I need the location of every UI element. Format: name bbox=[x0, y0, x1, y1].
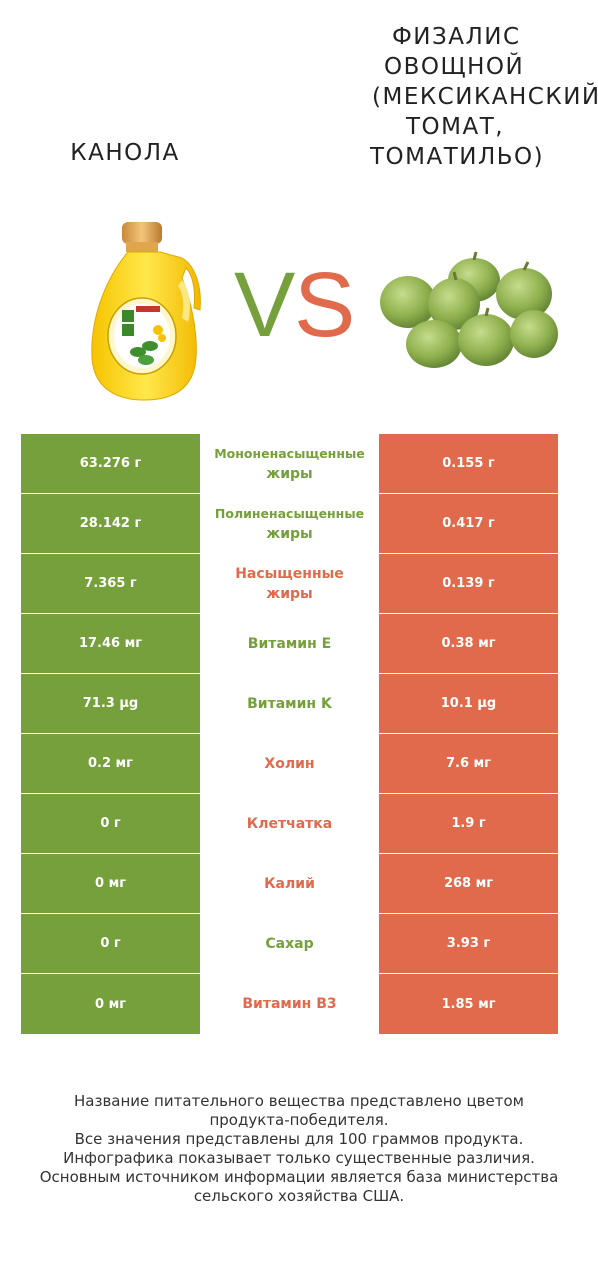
nutrient-name: Клетчатка bbox=[247, 814, 332, 834]
canola-oil-bottle-image bbox=[91, 222, 201, 401]
right-value-cell: 7.6 мг bbox=[379, 734, 558, 793]
footer-line: Инфографика показывает только существенн… bbox=[63, 1149, 535, 1167]
table-row: 0 мг Калий 268 мг bbox=[21, 854, 558, 914]
left-value-cell: 63.276 г bbox=[21, 434, 200, 493]
nutrient-name-line: жиры bbox=[266, 525, 313, 542]
left-value-cell: 0 г bbox=[21, 794, 200, 853]
right-title-line-1: ФИЗАЛИС bbox=[392, 24, 521, 50]
nutrient-name: Насыщенные жиры bbox=[235, 564, 344, 604]
nutrient-name-line: Витамин B3 bbox=[242, 995, 337, 1012]
nutrient-name-cell: Витамин B3 bbox=[200, 974, 379, 1033]
nutrient-name-line: жиры bbox=[266, 465, 313, 482]
table-row: 71.3 µg Витамин K 10.1 µg bbox=[21, 674, 558, 734]
table-row: 63.276 г Мононенасыщенные жиры 0.155 г bbox=[21, 434, 558, 494]
right-value-cell: 0.417 г bbox=[379, 494, 558, 553]
footer-line: Название питательного вещества представл… bbox=[74, 1092, 524, 1110]
right-title-line-5: ТОМАТИЛЬО) bbox=[370, 144, 545, 170]
left-value-cell: 17.46 мг bbox=[21, 614, 200, 673]
nutrient-name-line: Витамин E bbox=[247, 635, 332, 652]
nutrient-name-cell: Мононенасыщенные жиры bbox=[200, 434, 379, 493]
table-row: 7.365 г Насыщенные жиры 0.139 г bbox=[21, 554, 558, 614]
left-value-cell: 7.365 г bbox=[21, 554, 200, 613]
nutrient-name: Витамин E bbox=[248, 634, 331, 654]
table-row: 0.2 мг Холин 7.6 мг bbox=[21, 734, 558, 794]
left-value-cell: 28.142 г bbox=[21, 494, 200, 553]
left-value-cell: 0.2 мг bbox=[21, 734, 200, 793]
nutrient-name-line: Мононенасыщенные bbox=[214, 445, 365, 461]
vs-v-letter: V bbox=[234, 258, 295, 348]
nutrient-name-cell: Клетчатка bbox=[200, 794, 379, 853]
footer-line: Все значения представлены для 100 граммо… bbox=[74, 1130, 524, 1148]
table-row: 28.142 г Полиненасыщенные жиры 0.417 г bbox=[21, 494, 558, 554]
nutrient-name-cell: Витамин E bbox=[200, 614, 379, 673]
footer-notes: Название питательного вещества представл… bbox=[20, 1092, 578, 1206]
right-value-cell: 3.93 г bbox=[379, 914, 558, 973]
nutrient-name-cell: Сахар bbox=[200, 914, 379, 973]
footer-line: сельского хозяйства США. bbox=[193, 1187, 405, 1205]
right-title-line-2: ОВОЩНОЙ bbox=[384, 54, 525, 80]
comparison-table: 63.276 г Мононенасыщенные жиры 0.155 г 28.14… bbox=[21, 434, 558, 1034]
right-title-line-4: ТОМАТ, bbox=[406, 114, 505, 140]
tomatillo-image bbox=[380, 251, 558, 368]
left-value-cell: 71.3 µg bbox=[21, 674, 200, 733]
table-row: 0 г Клетчатка 1.9 г bbox=[21, 794, 558, 854]
nutrient-name-cell: Насыщенные жиры bbox=[200, 554, 379, 613]
right-value-cell: 10.1 µg bbox=[379, 674, 558, 733]
nutrient-name: Калий bbox=[264, 874, 315, 894]
right-value-cell: 0.38 мг bbox=[379, 614, 558, 673]
nutrient-name: Витамин B3 bbox=[242, 994, 336, 1014]
nutrient-name: Витамин K bbox=[247, 694, 332, 714]
footer-line: Основным источником информации является … bbox=[39, 1168, 559, 1186]
nutrient-name: Мононенасыщенные жиры bbox=[214, 444, 365, 484]
table-row: 0 мг Витамин B3 1.85 мг bbox=[21, 974, 558, 1034]
right-value-cell: 268 мг bbox=[379, 854, 558, 913]
nutrient-name-line: Витамин K bbox=[247, 695, 332, 712]
nutrient-name-line: Калий bbox=[264, 875, 315, 892]
nutrient-name-cell: Витамин K bbox=[200, 674, 379, 733]
nutrient-name-line: Насыщенные bbox=[235, 565, 344, 582]
nutrient-name: Полиненасыщенные жиры bbox=[215, 504, 364, 544]
nutrient-name-line: Полиненасыщенные bbox=[214, 505, 365, 521]
nutrient-name: Сахар bbox=[265, 934, 313, 954]
left-value-cell: 0 мг bbox=[21, 974, 200, 1034]
right-value-cell: 0.155 г bbox=[379, 434, 558, 493]
left-value-cell: 0 г bbox=[21, 914, 200, 973]
left-product-title: КАНОЛА bbox=[70, 140, 180, 166]
footer-line: продукта-победителя. bbox=[209, 1111, 389, 1129]
nutrient-name-line: Холин bbox=[264, 755, 315, 772]
table-row: 0 г Сахар 3.93 г bbox=[21, 914, 558, 974]
nutrient-name: Холин bbox=[264, 754, 314, 774]
table-row: 17.46 мг Витамин E 0.38 мг bbox=[21, 614, 558, 674]
right-value-cell: 0.139 г bbox=[379, 554, 558, 613]
right-product-title: ФИЗАЛИС ОВОЩНОЙ (МЕКСИКАНСКИЙ ТОМАТ, ТОМ… bbox=[360, 22, 598, 172]
nutrient-name-cell: Калий bbox=[200, 854, 379, 913]
nutrient-name-cell: Полиненасыщенные жиры bbox=[200, 494, 379, 553]
left-value-cell: 0 мг bbox=[21, 854, 200, 913]
nutrient-name-line: Клетчатка bbox=[246, 815, 333, 832]
right-title-line-3: (МЕКСИКАНСКИЙ bbox=[372, 84, 598, 110]
right-value-cell: 1.85 мг bbox=[379, 974, 558, 1034]
right-value-cell: 1.9 г bbox=[379, 794, 558, 853]
versus-label: V S bbox=[234, 258, 355, 348]
nutrient-name-cell: Холин bbox=[200, 734, 379, 793]
vs-s-letter: S bbox=[294, 258, 355, 348]
nutrient-name-line: Сахар bbox=[265, 935, 314, 952]
nutrient-name-line: жиры bbox=[266, 585, 313, 602]
